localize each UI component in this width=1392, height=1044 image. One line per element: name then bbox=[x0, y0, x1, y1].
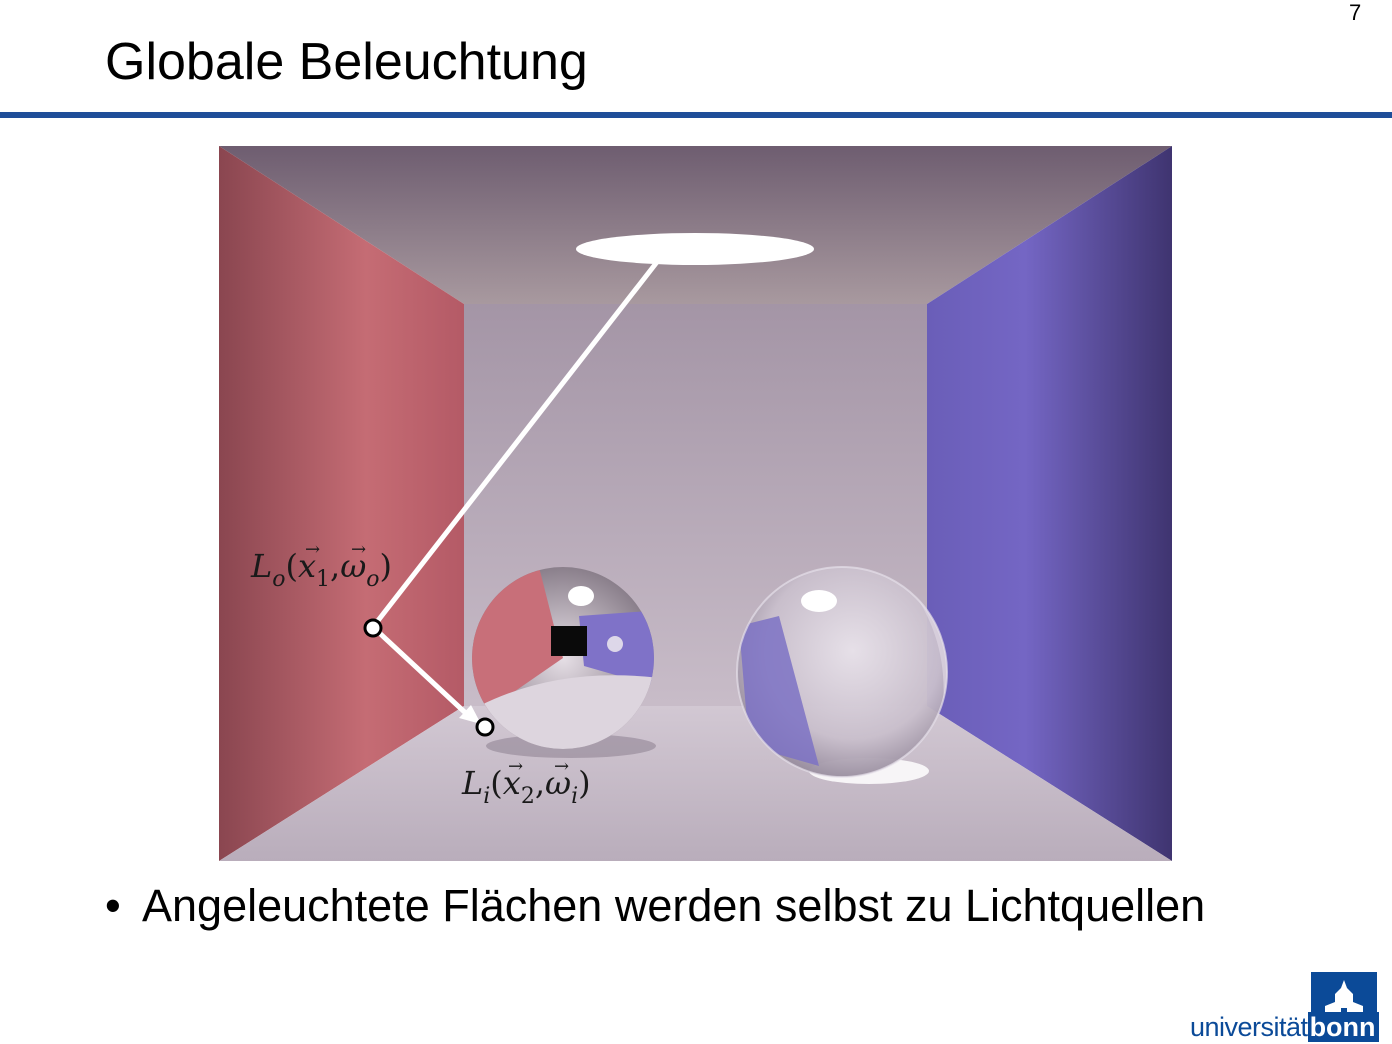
mirror-sphere bbox=[472, 567, 654, 749]
page-number: 7 bbox=[1349, 0, 1362, 25]
label-incoming-radiance: Li(x2,ωi) bbox=[461, 764, 591, 809]
vector-arrow-x2: → bbox=[508, 756, 523, 777]
light-ray-to-sphere bbox=[370, 624, 474, 721]
left-wall bbox=[219, 146, 464, 861]
university-wordmark: universitätbonn bbox=[1190, 1012, 1379, 1042]
vector-arrow-omega-i: → bbox=[554, 756, 569, 777]
slide-title: Globale Beleuchtung bbox=[105, 33, 588, 91]
university-logo: universitätbonn bbox=[1188, 972, 1388, 1042]
arrow-head bbox=[459, 705, 481, 724]
mirror-reflection-opening bbox=[551, 626, 587, 656]
glass-sphere bbox=[736, 566, 948, 778]
ceiling-light bbox=[576, 233, 814, 265]
bullet-text: Angeleuchtete Flächen werden selbst zu L… bbox=[142, 880, 1206, 931]
ceiling bbox=[219, 146, 1172, 304]
vector-arrow-x1: → bbox=[305, 539, 320, 560]
cornell-box-figure: Lo(x1,ωo) → → Li(x2,ωi) → → bbox=[219, 146, 1172, 861]
right-wall bbox=[927, 146, 1172, 861]
floor bbox=[219, 706, 1172, 861]
point-x2 bbox=[475, 717, 495, 737]
light-ray-from-source bbox=[370, 259, 660, 630]
bullet-marker: • bbox=[105, 880, 121, 931]
point-x1 bbox=[363, 618, 383, 638]
vector-arrow-omega-o: → bbox=[351, 539, 366, 560]
bullet-item: • Angeleuchtete Flächen werden selbst zu … bbox=[105, 876, 1205, 936]
label-outgoing-radiance: Lo(x1,ωo) bbox=[250, 547, 392, 592]
title-rule bbox=[0, 112, 1392, 118]
